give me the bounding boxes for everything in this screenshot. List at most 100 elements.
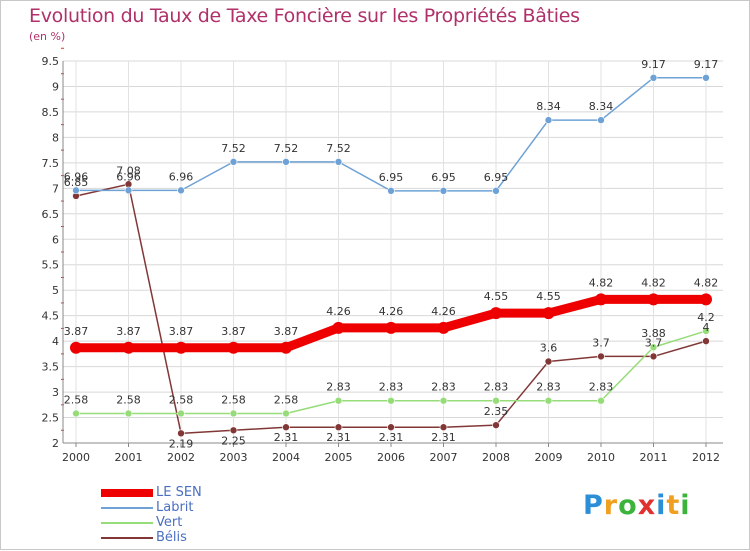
data-point-vert (334, 396, 343, 405)
data-label-belis: 3.6 (540, 342, 558, 355)
y-tick-label: 3.5 (42, 361, 60, 374)
y-tick-label: 8.5 (42, 106, 60, 119)
data-point-labrit (492, 187, 500, 195)
data-point-labrit (124, 186, 133, 195)
data-point-vert (439, 396, 448, 405)
y-tick-label: 6 (52, 233, 59, 246)
data-point-vert (649, 343, 658, 352)
proxiti-logo: Proxiti (583, 490, 691, 521)
data-label-le-sen: 4.26 (431, 305, 456, 318)
data-label-le-sen: 4.26 (326, 305, 351, 318)
y-tick-label: 2 (52, 437, 59, 450)
data-label-le-sen: 3.87 (64, 325, 89, 338)
data-point-labrit (544, 116, 553, 124)
x-tick-label: 2003 (220, 451, 248, 464)
data-point-belis (544, 357, 553, 366)
data-label-labrit: 8.34 (536, 100, 561, 113)
data-point-belis (387, 423, 395, 432)
data-point-le-sen (542, 307, 555, 320)
data-label-le-sen: 4.82 (641, 276, 666, 289)
data-point-le-sen (122, 341, 135, 354)
data-label-vert: 2.58 (116, 393, 141, 406)
data-point-le-sen (70, 341, 82, 354)
data-point-vert (702, 327, 710, 335)
data-label-vert: 2.83 (484, 381, 509, 394)
data-label-le-sen: 4.55 (484, 290, 509, 303)
data-point-labrit (702, 74, 710, 82)
y-tick-label: 9.5 (42, 55, 60, 68)
data-label-vert: 2.83 (326, 381, 351, 394)
x-tick-label: 2008 (482, 451, 510, 464)
data-point-vert (282, 409, 290, 418)
data-point-labrit (72, 186, 80, 195)
data-point-vert (544, 396, 553, 405)
data-label-vert: 2.83 (431, 381, 456, 394)
y-tick-label: 8 (52, 131, 59, 144)
logo-letter: i (680, 490, 691, 521)
data-point-belis (492, 421, 500, 429)
x-tick-label: 2002 (167, 451, 195, 464)
data-point-labrit (439, 187, 448, 195)
logo-letter: x (637, 490, 657, 521)
data-label-belis: 3.7 (592, 336, 610, 349)
data-point-belis (702, 337, 710, 345)
series-layer (70, 74, 712, 438)
x-tick-label: 2004 (272, 451, 300, 464)
data-point-le-sen (332, 321, 345, 334)
y-tick-label: 4.5 (42, 310, 60, 323)
data-label-labrit: 6.95 (484, 171, 509, 184)
data-label-vert: 2.58 (221, 393, 246, 406)
data-label-le-sen: 4.26 (379, 305, 404, 318)
x-tick-label: 2012 (692, 451, 720, 464)
data-point-labrit (597, 116, 605, 124)
data-label-belis: 2.19 (169, 437, 194, 450)
data-label-labrit: 7.52 (274, 142, 299, 155)
y-tick-label: 3 (52, 386, 59, 399)
y-tick-label: 4 (52, 335, 59, 348)
logo-letter: o (618, 490, 638, 521)
data-point-belis (229, 426, 238, 435)
data-label-vert: 2.58 (169, 393, 194, 406)
logo-letter: t (666, 490, 681, 521)
data-label-labrit: 8.34 (589, 100, 614, 113)
data-label-vert: 4.2 (697, 311, 715, 324)
legend-label-vert: Vert (156, 515, 183, 530)
y-tick-label: 6.5 (42, 208, 60, 221)
y-tick-label: 5 (52, 284, 59, 297)
data-label-le-sen: 3.87 (169, 325, 194, 338)
legend-swatch-belis (101, 537, 153, 539)
data-label-labrit: 7.52 (221, 142, 246, 155)
data-point-vert (124, 409, 133, 418)
data-label-le-sen: 3.87 (221, 325, 246, 338)
data-label-belis: 4 (703, 321, 710, 334)
y-tick-label: 5.5 (42, 259, 60, 272)
data-point-labrit (649, 74, 658, 82)
legend-label-le-sen: LE SEN (156, 485, 202, 500)
x-tick-label: 2009 (535, 451, 563, 464)
data-point-labrit (177, 186, 185, 195)
data-label-vert: 2.58 (64, 393, 89, 406)
data-label-labrit: 7.52 (326, 142, 351, 155)
y-tick-label: 9 (52, 80, 59, 93)
x-tick-label: 2001 (115, 451, 143, 464)
data-label-le-sen: 3.87 (274, 325, 299, 338)
data-point-le-sen (595, 293, 607, 306)
data-label-labrit: 6.96 (169, 170, 194, 183)
data-point-vert (387, 396, 395, 405)
data-point-vert (72, 409, 80, 418)
data-point-belis (177, 429, 185, 438)
data-label-labrit: 6.95 (379, 171, 404, 184)
x-tick-label: 2005 (325, 451, 353, 464)
data-label-belis: 2.25 (221, 434, 246, 447)
data-label-belis: 2.31 (326, 431, 351, 444)
data-point-belis (334, 423, 343, 432)
data-point-belis (282, 423, 290, 432)
chart-title: Evolution du Taux de Taxe Foncière sur l… (29, 5, 580, 27)
legend-swatch-le-sen (101, 489, 153, 497)
data-label-le-sen: 4.55 (536, 290, 561, 303)
y-tick-label: 2.5 (42, 412, 60, 425)
legend-swatch-vert (101, 522, 153, 524)
